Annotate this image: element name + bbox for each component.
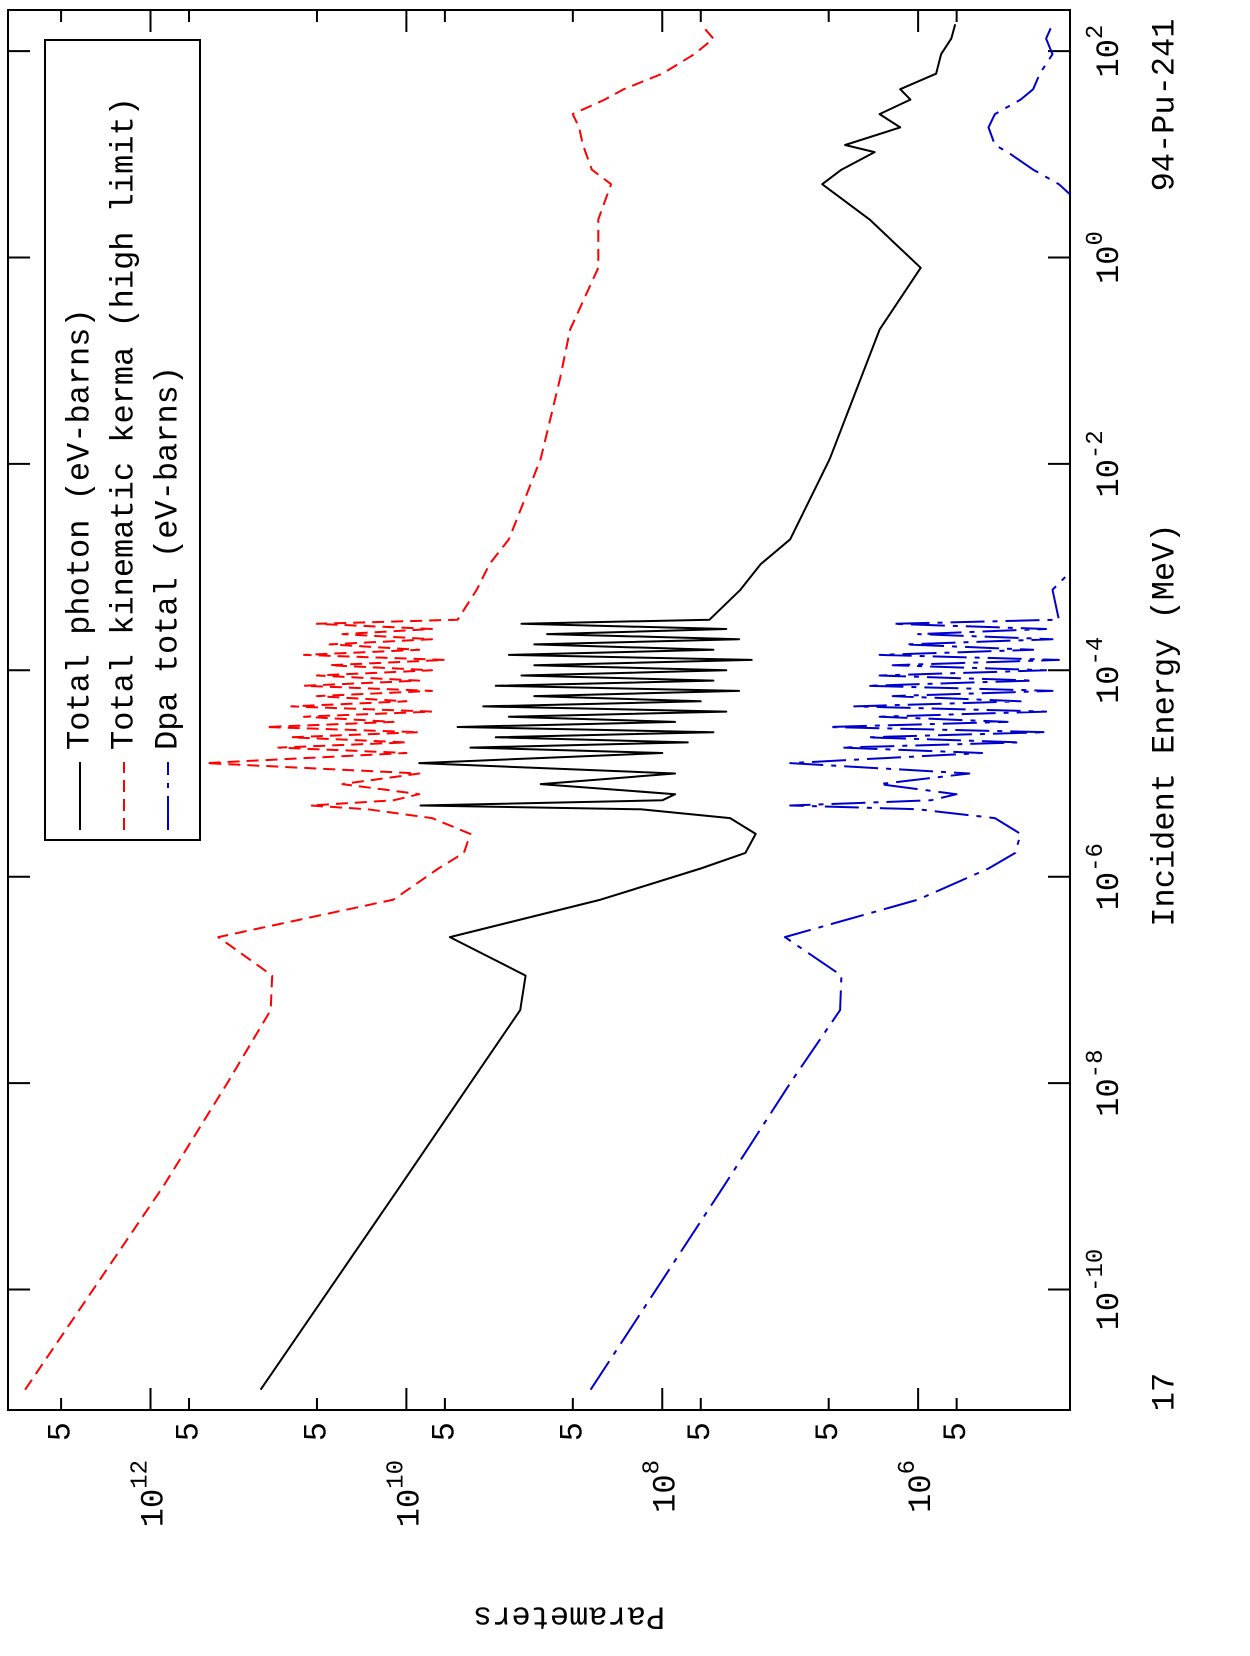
x-tick-label: 100 — [1083, 231, 1128, 284]
y-tick-label: 5 — [170, 1422, 207, 1441]
x-tick-label: 10-10 — [1083, 1249, 1128, 1331]
y-tick-label: 5 — [810, 1422, 847, 1441]
annotation: 17 — [1146, 1373, 1183, 1411]
legend: Total photon (eV-barns) Total kinematic k… — [44, 39, 201, 841]
annotation: 94-Pu-241 — [1146, 19, 1183, 192]
data-line — [259, 23, 957, 1391]
data-line — [589, 23, 1070, 1391]
y-tick-label: 5 — [298, 1422, 335, 1441]
x-axis-label: Incident Energy (MeV) — [1146, 523, 1183, 926]
y-tick-label: 108 — [640, 1460, 685, 1513]
y-tick-label: 5 — [554, 1422, 591, 1441]
y-tick-label: 106 — [895, 1460, 940, 1513]
y-axis-label: Parameters — [473, 1598, 665, 1635]
legend-label: Total photon (eV-barns) — [61, 308, 98, 750]
y-tick-label: 5 — [682, 1422, 719, 1441]
x-tick-label: 10-4 — [1083, 637, 1128, 704]
y-tick-label: 5 — [938, 1422, 975, 1441]
y-tick-label: 1012 — [128, 1460, 173, 1527]
plot-frame — [7, 9, 1071, 1411]
x-tick-label: 102 — [1083, 25, 1128, 78]
x-tick-label: 10-2 — [1083, 430, 1128, 497]
legend-label: Dpa total (eV-barns) — [149, 366, 186, 750]
y-tick-label: 5 — [426, 1422, 463, 1441]
plot-area — [24, 23, 1070, 1391]
data-line — [24, 23, 715, 1391]
x-tick-label: 10-6 — [1083, 843, 1128, 910]
legend-label: Total kinematic kerma (high limit) — [105, 97, 142, 750]
x-tick-label: 10-8 — [1083, 1049, 1128, 1116]
y-tick-label: 5 — [43, 1422, 80, 1441]
legend-box — [44, 39, 201, 841]
y-tick-label: 1010 — [384, 1460, 429, 1527]
